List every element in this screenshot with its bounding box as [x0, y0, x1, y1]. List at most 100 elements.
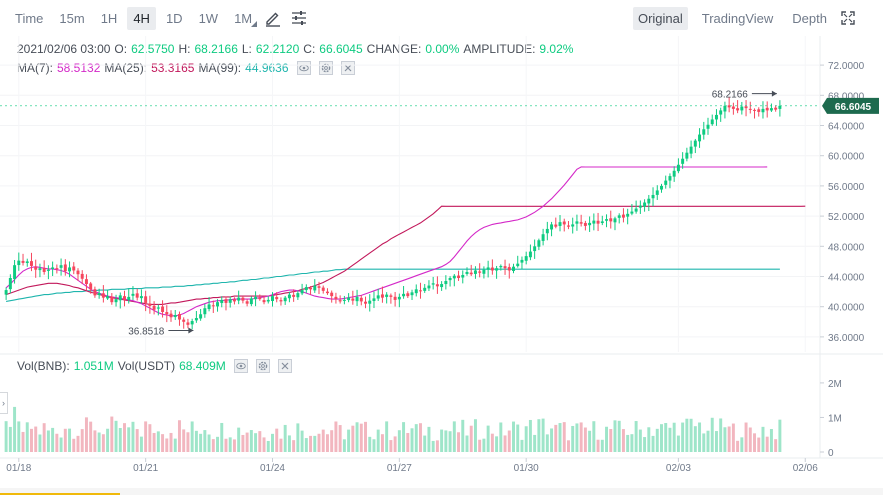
- candle-body: [672, 170, 676, 177]
- ma-close-icon[interactable]: [340, 61, 355, 75]
- candle-body: [148, 303, 152, 306]
- volume-bar: [402, 422, 406, 452]
- change-value: 0.00%: [425, 42, 460, 56]
- vol-settings-gear-icon[interactable]: [255, 359, 270, 373]
- volume-bar: [38, 434, 42, 452]
- candle-body: [634, 208, 638, 212]
- candle-body: [710, 119, 714, 125]
- ma7-label: MA(7):: [17, 61, 53, 75]
- candle-body: [533, 246, 537, 252]
- candle-body: [287, 294, 291, 299]
- volume-bar: [177, 420, 181, 452]
- candle-body: [512, 266, 515, 271]
- volume-bar: [351, 425, 355, 452]
- candle-body: [313, 285, 317, 291]
- price-volume-chart[interactable]: 72.0000 68.0000 64.0000 60.0000 56.0000 52.00…: [0, 36, 883, 496]
- volume-bar: [207, 434, 211, 452]
- ma-settings-gear-icon[interactable]: [318, 61, 333, 75]
- tab-original[interactable]: Original: [632, 6, 688, 30]
- candle-body: [338, 300, 342, 302]
- candle-body: [740, 106, 744, 111]
- volume-bar: [364, 421, 367, 452]
- time-tick-label: 01/27: [387, 463, 412, 474]
- candle-body: [300, 290, 304, 294]
- vol-close-icon[interactable]: [277, 359, 292, 373]
- candle-body: [118, 295, 122, 301]
- volume-bar: [774, 439, 778, 452]
- draw-pen-icon[interactable]: [260, 7, 286, 29]
- candle-body: [402, 293, 406, 297]
- volume-bar: [647, 427, 651, 452]
- volume-bar: [778, 419, 782, 452]
- candle-body: [588, 222, 592, 226]
- candle-body: [660, 185, 663, 190]
- timeframe-1m[interactable]: 1M: [228, 7, 258, 30]
- volume-bar: [309, 435, 313, 452]
- volume-bar: [21, 431, 25, 452]
- volume-bar: [144, 421, 148, 452]
- candle-body: [605, 219, 609, 221]
- ma99-value: 44.9636: [245, 61, 289, 75]
- volume-tick-label: 2M: [828, 379, 842, 390]
- candle-body: [651, 194, 655, 199]
- candle-body: [727, 105, 731, 108]
- tab-depth[interactable]: Depth: [792, 10, 827, 26]
- vol-visibility-eye-icon[interactable]: [233, 359, 248, 373]
- volume-bar: [220, 422, 224, 452]
- open-label: O:: [114, 42, 128, 56]
- volume-bar: [702, 433, 706, 452]
- volume-bar: [562, 422, 566, 452]
- candle-body: [34, 266, 38, 270]
- volume-bar: [676, 435, 680, 452]
- candle-body: [13, 265, 17, 280]
- volume-bar: [710, 417, 714, 452]
- ma-visibility-eye-icon[interactable]: [296, 61, 311, 75]
- volume-bar: [203, 430, 207, 452]
- candle-body: [139, 296, 143, 299]
- volume-bar: [765, 436, 769, 452]
- current-price-tag: [822, 97, 879, 114]
- candle-body: [4, 290, 8, 295]
- volume-bar: [427, 426, 431, 452]
- volume-bar: [106, 428, 110, 452]
- tab-tradingview[interactable]: TradingView: [701, 10, 774, 26]
- candle-body: [123, 296, 126, 300]
- volume-bar: [224, 438, 228, 452]
- candle-body: [621, 214, 625, 218]
- volume-bar: [651, 435, 655, 452]
- volume-bar: [550, 428, 554, 452]
- candle-body: [342, 299, 346, 301]
- volume-bar: [672, 422, 676, 452]
- indicator-settings-icon[interactable]: [286, 7, 312, 29]
- candle-body: [72, 266, 76, 271]
- timeframe-15m[interactable]: 15m: [59, 10, 85, 26]
- timeframe-1h[interactable]: 1H: [100, 10, 118, 26]
- candle-body: [8, 278, 12, 290]
- candle-body: [101, 293, 105, 298]
- timeframe-1w[interactable]: 1W: [198, 10, 219, 26]
- timeframe-4h[interactable]: 4H: [127, 6, 156, 30]
- volume-bar: [355, 422, 359, 452]
- ma7-line: [5, 166, 768, 317]
- volume-tick-label: 1M: [828, 413, 842, 424]
- candle-body: [592, 220, 596, 224]
- volume-bar: [461, 419, 465, 452]
- volume-bar: [194, 430, 198, 452]
- candle-body: [448, 278, 452, 281]
- volume-bar: [34, 426, 38, 452]
- volume-bar: [287, 435, 291, 452]
- volume-bar: [101, 434, 105, 452]
- fullscreen-icon[interactable]: [841, 11, 855, 25]
- timeframe-1d[interactable]: 1D: [165, 10, 183, 26]
- candle-body: [714, 114, 718, 120]
- volume-bar: [80, 429, 84, 452]
- candle-body: [537, 240, 541, 247]
- collapse-panel-icon[interactable]: ›: [0, 392, 8, 414]
- candle-body: [545, 228, 549, 234]
- candle-body: [528, 251, 532, 258]
- candle-body: [304, 287, 308, 291]
- time-button[interactable]: Time: [15, 10, 44, 26]
- ma99-polyline: [6, 268, 780, 302]
- candle-body: [372, 298, 376, 301]
- candle-body: [254, 296, 258, 300]
